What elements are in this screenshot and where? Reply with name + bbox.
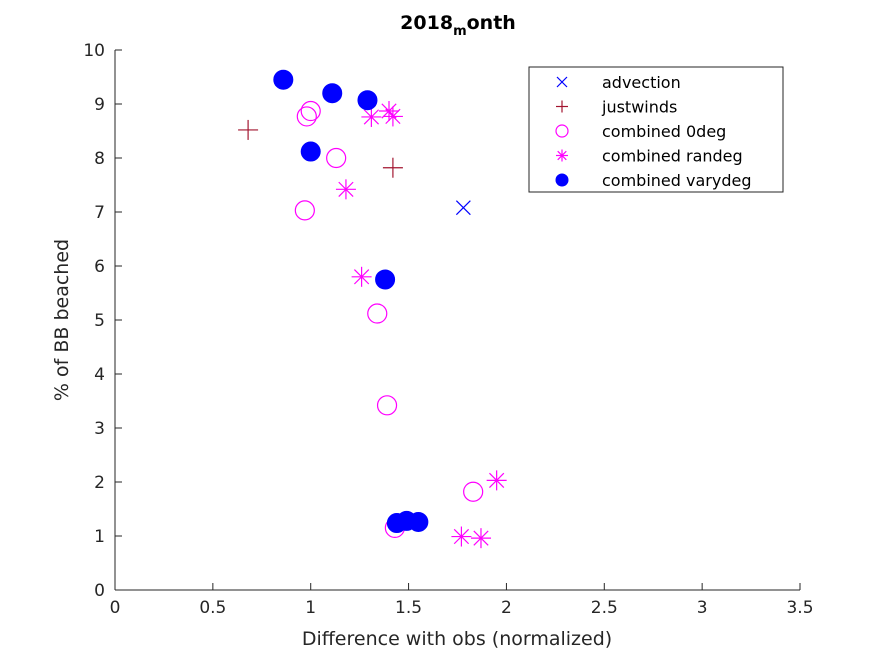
- chart-title-suffix: onth: [467, 12, 516, 34]
- data-marks: [238, 69, 507, 549]
- y-tick-label: 8: [94, 149, 105, 169]
- legend-marker: [556, 149, 568, 162]
- x-axis-label: Difference with obs (normalized): [302, 628, 612, 650]
- series-combined-randeg: [335, 101, 507, 549]
- x-tick-label: 3.5: [786, 598, 813, 618]
- legend-item: advection: [556, 73, 681, 92]
- legend-item: combined 0deg: [555, 122, 726, 141]
- y-tick-label: 5: [94, 311, 105, 331]
- x-tick-label: 2.5: [591, 598, 618, 618]
- data-point: [357, 90, 378, 111]
- legend-label: combined randeg: [602, 147, 743, 166]
- data-point: [375, 269, 396, 290]
- y-tick-label: 1: [94, 527, 105, 547]
- data-point: [322, 83, 343, 104]
- data-point: [451, 526, 472, 547]
- data-point: [296, 106, 317, 127]
- chart-title: 2018month: [400, 12, 516, 39]
- legend-label: advection: [602, 73, 681, 92]
- data-point: [238, 119, 259, 140]
- x-tick-label: 0: [110, 598, 121, 618]
- legend-item: justwinds: [556, 98, 677, 117]
- axes: 0 0.5 1 1.5 2 2.5 3 3.5 0 1 2 3 4 5 6 7 8 9 10: [83, 41, 813, 618]
- x-tick-label: 2: [501, 598, 512, 618]
- data-point: [408, 511, 429, 532]
- data-point: [382, 106, 403, 127]
- y-tick-label: 4: [94, 365, 105, 385]
- data-point: [367, 303, 388, 324]
- y-tick-label: 3: [94, 419, 105, 439]
- legend-label: justwinds: [601, 98, 677, 117]
- y-tick-label: 9: [94, 95, 105, 115]
- data-point: [300, 141, 321, 162]
- data-point: [470, 528, 491, 549]
- data-point: [486, 470, 507, 491]
- legend-marker: [556, 76, 568, 88]
- data-point: [351, 266, 372, 287]
- x-tick-label: 1.5: [395, 598, 422, 618]
- data-point: [335, 179, 356, 200]
- legend-marker: [555, 173, 569, 187]
- series-justwinds: [238, 119, 403, 178]
- data-point: [300, 100, 321, 122]
- legend-marker: [556, 100, 568, 113]
- data-point: [294, 200, 315, 221]
- legend-item: combined randeg: [556, 147, 743, 166]
- series-advection: [455, 200, 471, 216]
- legend-label: combined varydeg: [602, 171, 751, 190]
- y-axis-label: % of BB beached: [51, 239, 73, 401]
- y-tick-label: 0: [94, 581, 105, 601]
- y-tick-label: 2: [94, 473, 105, 493]
- legend: advection justwinds combined 0deg combined …: [528, 66, 784, 193]
- data-point: [273, 69, 294, 90]
- chart-title-subscript: m: [453, 24, 467, 39]
- series-combined-varydeg: [273, 69, 429, 534]
- data-point: [463, 481, 484, 502]
- data-point: [379, 101, 399, 122]
- data-point: [376, 395, 398, 416]
- x-tick-label: 3: [697, 598, 708, 618]
- data-point: [361, 106, 382, 127]
- legend-marker: [555, 124, 569, 138]
- chart-title-main: 2018: [400, 12, 453, 34]
- y-tick-label: 6: [94, 257, 105, 277]
- y-tick-label: 10: [83, 41, 105, 61]
- legend-item: combined varydeg: [555, 171, 751, 190]
- x-tick-label: 0.5: [199, 598, 226, 618]
- x-tick-label: 1: [305, 598, 316, 618]
- data-point: [326, 147, 347, 169]
- data-point: [382, 157, 403, 178]
- data-point: [455, 200, 471, 216]
- legend-label: combined 0deg: [602, 122, 726, 141]
- legend-box: [528, 66, 784, 193]
- y-tick-label: 7: [94, 203, 105, 223]
